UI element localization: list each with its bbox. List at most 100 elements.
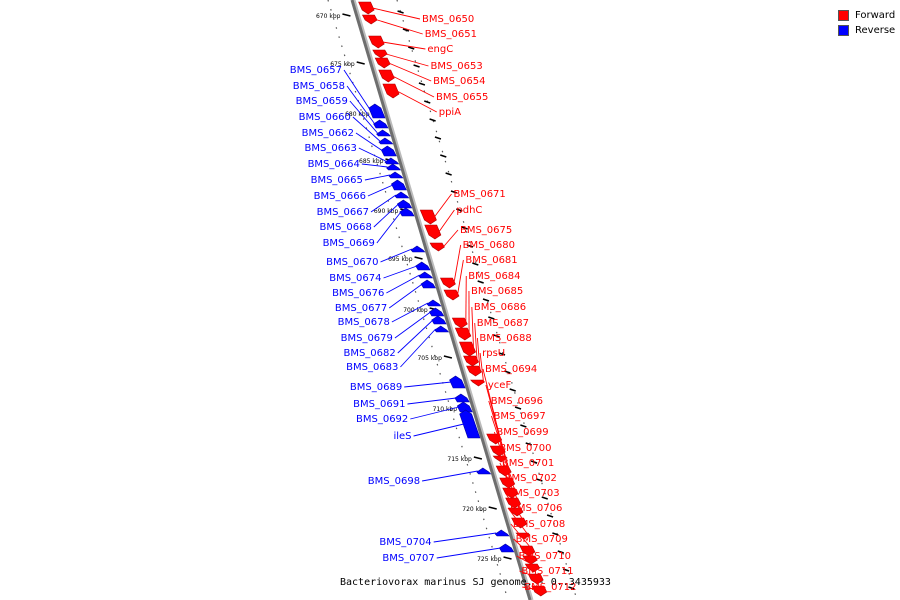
reverse-gene-label: BMS_0657 [290, 65, 342, 76]
legend: Forward Reverse [838, 8, 895, 38]
reverse-gene-BMS_0665 [388, 171, 404, 179]
forward-gene-label: BMS_0653 [430, 61, 482, 72]
track-dash [546, 514, 554, 518]
reverse-gene-leader [383, 265, 418, 279]
track-dash [402, 28, 410, 32]
forward-gene-leader [385, 53, 429, 67]
forward-gene-BMS_0685 [454, 327, 472, 341]
track-dash [445, 172, 452, 176]
forward-gene-label: ppiA [439, 107, 461, 118]
track-dash [440, 154, 447, 158]
reverse-gene-label: BMS_0692 [356, 414, 408, 425]
legend-reverse-label: Reverse [855, 25, 896, 36]
reverse-gene-BMS_0662 [380, 145, 397, 157]
reverse-gene-label: BMS_0664 [308, 159, 360, 170]
reverse-gene-leader [413, 423, 464, 437]
reverse-gene-BMS_0704 [494, 529, 510, 537]
reverse-gene-BMS_0676 [418, 271, 434, 279]
forward-gene-label: engC [427, 44, 453, 55]
forward-gene-leader [471, 306, 474, 350]
forward-gene-leader [488, 400, 507, 460]
reverse-gene-leader [349, 100, 378, 134]
forward-gene-leader [453, 244, 462, 284]
reverse-gene-leader [400, 328, 436, 368]
scale-tick-label: 680 kbp [345, 111, 370, 118]
forward-gene-label: rpsU [482, 348, 505, 359]
reverse-gene-label: BMS_0679 [341, 333, 393, 344]
reverse-gene-BMS_0682 [431, 315, 447, 325]
scale-tick [443, 355, 453, 359]
reverse-gene-leader [404, 381, 452, 388]
forward-gene-label: yceF [488, 380, 512, 391]
reverse-gene-label: BMS_0683 [346, 362, 398, 373]
reverse-gene-BMS_0658 [373, 119, 389, 129]
reverse-gene-label: ileS [393, 431, 411, 442]
scale-tick-label: 705 kbp [417, 355, 442, 362]
scale-tick [503, 556, 512, 560]
forward-gene-BMS_0680 [439, 277, 456, 289]
reverse-gene-label: BMS_0668 [320, 222, 372, 233]
forward-gene-leader [476, 337, 481, 372]
reverse-gene-label: BMS_0662 [302, 128, 354, 139]
track-dash [509, 388, 516, 392]
reverse-gene-BMS_0698 [476, 467, 492, 475]
reverse-gene-label: BMS_0658 [293, 81, 345, 92]
forward-gene-leader [507, 507, 530, 537]
reverse-gene-BMS_0677 [420, 279, 436, 289]
reverse-gene-BMS_0707 [498, 543, 515, 553]
reverse-gene-leader [352, 116, 381, 142]
forward-gene-leader [493, 431, 514, 484]
scale-tick [342, 13, 351, 17]
track-dash [472, 262, 479, 266]
forward-gene-BMS_0654 [374, 57, 391, 69]
reverse-gene-leader [370, 194, 397, 213]
forward-gene-engC [368, 35, 385, 49]
track-dash [541, 496, 548, 500]
forward-gene-label: BMS_0700 [499, 443, 551, 454]
forward-gene-label: BMS_0681 [465, 255, 517, 266]
forward-gene-BMS_0701 [505, 497, 522, 509]
reverse-gene-label: BMS_0669 [323, 238, 375, 249]
reverse-gene-leader [373, 203, 399, 228]
reverse-gene-leader [388, 283, 423, 309]
forward-gene-label: BMS_0685 [471, 286, 523, 297]
reverse-gene-label: BMS_0659 [296, 96, 348, 107]
reverse-gene-label: BMS_0660 [299, 112, 351, 123]
reverse-gene-leader [397, 319, 434, 354]
reverse-gene-label: BMS_0670 [326, 257, 378, 268]
reverse-gene-leader [386, 274, 420, 294]
forward-gene-label: BMS_0687 [477, 318, 529, 329]
reverse-gene-BMS_0683 [434, 325, 450, 333]
backbone-shadow [352, 0, 534, 600]
reverse-gene-label: BMS_0704 [379, 537, 431, 548]
reverse-gene-leader [355, 132, 384, 152]
forward-gene-leader [496, 447, 517, 494]
reverse-gene-leader [358, 147, 386, 162]
forward-gene-label: BMS_0710 [519, 551, 571, 562]
forward-gene-label: BMS_0703 [507, 488, 559, 499]
reverse-gene-BMS_0666 [391, 179, 407, 191]
forward-gene-BMS_0650 [358, 1, 375, 15]
forward-gene-leader [372, 7, 421, 20]
reverse-gene-label: BMS_0678 [338, 317, 390, 328]
genome-caption: Bacteriovorax marinus SJ genome. - 0..34… [340, 577, 611, 588]
reverse-gene-label: BMS_0676 [332, 288, 384, 299]
forward-gene-leader [438, 209, 455, 233]
forward-gene-label: BMS_0712 [524, 582, 576, 593]
forward-gene-leader [396, 90, 437, 113]
forward-gene-label: BMS_0711 [521, 566, 573, 577]
reverse-gene-label: BMS_0663 [305, 143, 357, 154]
reverse-gene-leader [364, 174, 391, 181]
track-dash [514, 406, 522, 410]
forward-gene-leader [457, 259, 464, 296]
forward-gene-label: BMS_0699 [496, 427, 548, 438]
track-dash [498, 352, 506, 356]
legend-item-forward: Forward [838, 8, 895, 23]
reverse-gene-BMS_0667 [394, 191, 410, 199]
track-dash [456, 208, 463, 212]
reverse-gene-label: BMS_0682 [343, 348, 395, 359]
forward-gene-BMS_0712 [531, 585, 548, 597]
forward-gene-label: BMS_0702 [505, 473, 557, 484]
forward-gene-leader [442, 229, 459, 248]
